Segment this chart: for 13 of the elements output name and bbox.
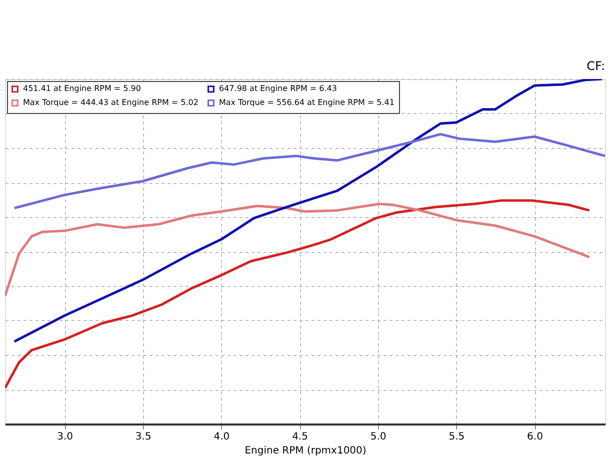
x-tick-label: 5.0 <box>370 432 386 442</box>
legend-label: 451.41 at Engine RPM = 5.90 <box>23 84 141 94</box>
x-axis-title: Engine RPM (rpmx1000) <box>244 446 366 456</box>
x-tick-label: 4.0 <box>214 432 230 442</box>
x-tick-label: 3.5 <box>135 432 152 442</box>
legend-label: 647.98 at Engine RPM = 6.43 <box>219 84 337 94</box>
x-tick-label: 4.5 <box>292 432 308 442</box>
legend-label: Max Torque = 444.43 at Engine RPM = 5.02 <box>23 98 198 107</box>
legend-label: Max Torque = 556.64 at Engine RPM = 5.41 <box>219 98 394 107</box>
x-tick-label: 6.0 <box>527 432 543 442</box>
x-tick-label: 5.5 <box>448 432 465 442</box>
x-tick-label: 3.0 <box>57 432 73 442</box>
text: CF: <box>586 59 605 73</box>
